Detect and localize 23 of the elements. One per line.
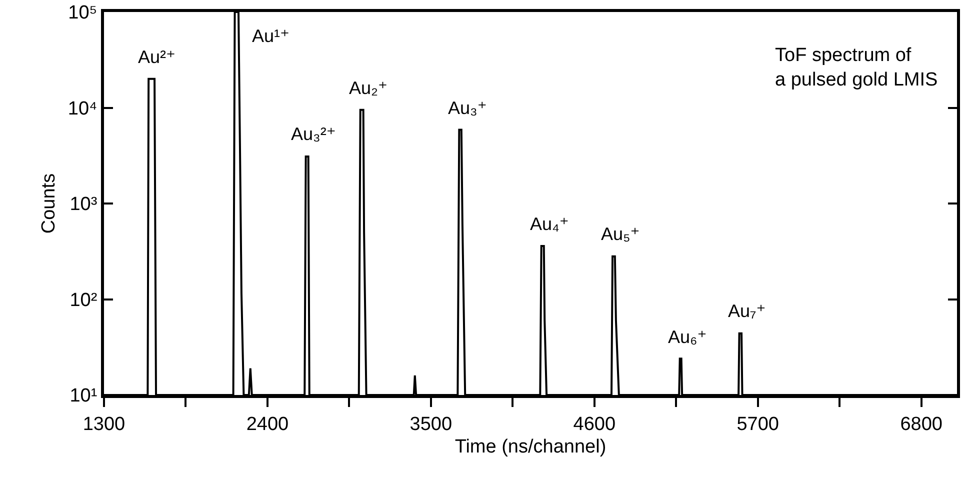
- x-tick-label: 2400: [246, 414, 289, 435]
- y-tick-label: 10³: [70, 194, 98, 216]
- annotation: Au₃²⁺: [291, 124, 336, 144]
- x-tick-label: 3500: [410, 414, 452, 435]
- x-tick-label: 1300: [82, 414, 126, 435]
- x-tick-label: 5700: [736, 414, 780, 435]
- annotation: Au¹⁺: [252, 26, 290, 46]
- annotation: ToF spectrum of a pulsed gold LMIS: [775, 45, 938, 91]
- y-tick-label: 10¹: [70, 386, 98, 407]
- y-tick-label: 10⁴: [68, 98, 98, 120]
- annotation: Au₄⁺: [530, 214, 569, 234]
- annotation: Au₆⁺: [668, 327, 707, 347]
- y-tick-label: 10⁵: [68, 2, 98, 24]
- annotation: Au₃⁺: [448, 98, 487, 118]
- annotation: Au²⁺: [138, 47, 176, 67]
- x-axis-title: Time (ns/channel): [454, 436, 606, 458]
- annotation: Au₂⁺: [349, 78, 388, 98]
- annotation: Au₅⁺: [601, 224, 640, 244]
- x-tick-label: 6800: [900, 414, 942, 435]
- x-tick-label: 4600: [573, 414, 616, 435]
- y-tick-label: 10²: [70, 290, 98, 311]
- y-axis-title: Counts: [38, 173, 60, 234]
- annotation: Au₇⁺: [728, 301, 766, 321]
